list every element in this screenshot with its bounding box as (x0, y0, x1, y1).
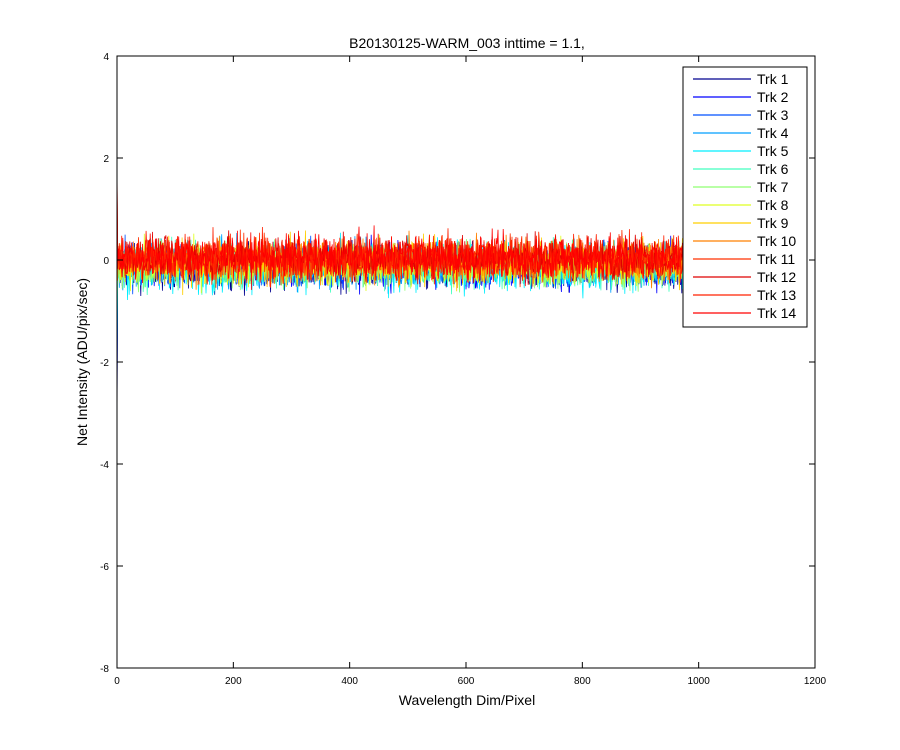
series-line-trk-14 (116, 163, 713, 290)
chart-title: B20130125-WARM_003 inttime = 1.1, (349, 35, 585, 51)
y-tick-label: -8 (100, 664, 109, 675)
legend-entry-label: Trk 8 (757, 197, 789, 213)
legend-entry-label: Trk 12 (757, 269, 796, 285)
legend-entry-label: Trk 11 (757, 251, 795, 267)
x-tick-label: 800 (574, 676, 591, 687)
y-axis-label: Net Intensity (ADU/pix/sec) (74, 278, 90, 446)
legend-entry-label: Trk 4 (757, 125, 789, 141)
series-line-trk-13 (116, 168, 713, 287)
legend-entry-label: Trk 10 (757, 233, 796, 249)
legend-entry-label: Trk 6 (757, 161, 789, 177)
y-tick-label: 0 (103, 256, 109, 267)
x-tick-label: 1000 (688, 676, 711, 687)
legend-entry-label: Trk 3 (757, 107, 789, 123)
y-tick-label: -6 (100, 562, 109, 573)
x-tick-label: 200 (225, 676, 242, 687)
legend-entry-label: Trk 13 (757, 287, 796, 303)
x-tick-label: 0 (114, 676, 120, 687)
y-tick-label: -4 (100, 460, 109, 471)
series-layer (116, 163, 713, 434)
x-tick-label: 600 (458, 676, 475, 687)
series-line-trk-12 (116, 178, 713, 285)
x-tick-label: 1200 (804, 676, 827, 687)
legend-entry-label: Trk 7 (757, 179, 789, 195)
legend-entry-label: Trk 1 (757, 71, 789, 87)
legend: Trk 1 Trk 2 Trk 3 Trk 4 Trk 5 Trk 6 Trk 7 Trk 8… (682, 66, 808, 328)
legend-entry-label: Trk 5 (757, 143, 789, 159)
x-tick-label: 400 (341, 676, 358, 687)
legend-box (682, 66, 808, 328)
y-tick-label: -2 (100, 358, 109, 369)
legend-entry-label: Trk 9 (757, 215, 789, 231)
y-tick-label: 4 (103, 52, 109, 63)
ticks-layer: 0 200 400 600 800 1000 1200 -8 -6 -4 -2 0 2 4 (100, 52, 826, 687)
y-tick-label: 2 (103, 154, 109, 165)
legend-entry-label: Trk 2 (757, 89, 789, 105)
x-axis-label: Wavelength Dim/Pixel (399, 692, 535, 708)
legend-entry-label: Trk 14 (757, 305, 796, 321)
